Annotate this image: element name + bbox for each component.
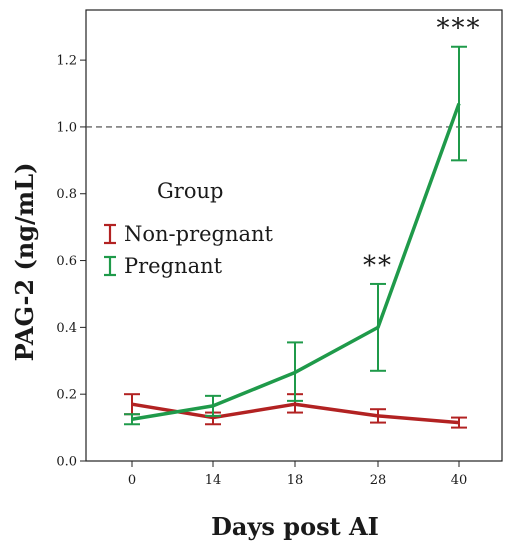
y-tick-label: 0.2 — [56, 388, 77, 403]
legend-item: Pregnant — [104, 254, 223, 278]
error-bar — [124, 413, 140, 426]
significance-annotation: *** — [437, 14, 482, 44]
x-tick-label: 0 — [128, 473, 136, 488]
error-bar — [451, 416, 467, 429]
axes: 0.0 0.2 0.4 0.6 0.8 1.0 1.2 0 14 18 28 40 — [56, 9, 503, 488]
y-tick-label: 0.0 — [56, 455, 77, 470]
error-bar — [370, 408, 386, 424]
legend-label: Non-pregnant — [124, 222, 274, 246]
x-tick-label: 14 — [205, 473, 222, 488]
error-bar — [287, 341, 303, 402]
y-tick-label: 1.0 — [56, 120, 77, 135]
significance-annotation: ** — [363, 251, 393, 281]
series-pregnant — [124, 45, 467, 426]
error-bar — [370, 282, 386, 372]
y-tick-label: 0.6 — [56, 254, 77, 269]
x-tick-label: 28 — [370, 473, 387, 488]
y-tick-label: 1.2 — [56, 54, 77, 69]
error-bar — [451, 45, 467, 162]
legend-item: Non-pregnant — [104, 222, 274, 246]
plot-frame — [85, 9, 503, 462]
legend: Group Non-pregnant Pregnant — [104, 179, 274, 278]
error-bar — [205, 394, 221, 417]
legend-title: Group — [157, 179, 223, 203]
legend-label: Pregnant — [124, 254, 223, 278]
x-tick-label: 18 — [287, 473, 304, 488]
y-tick-label: 0.4 — [56, 321, 77, 336]
x-tick-label: 40 — [451, 473, 468, 488]
series-layer — [124, 45, 467, 429]
y-tick-label: 0.8 — [56, 187, 77, 202]
y-axis-title: PAG-2 (ng/mL) — [10, 163, 39, 362]
annotation-layer: ***** — [363, 14, 482, 281]
x-axis-title: Days post AI — [211, 512, 379, 541]
